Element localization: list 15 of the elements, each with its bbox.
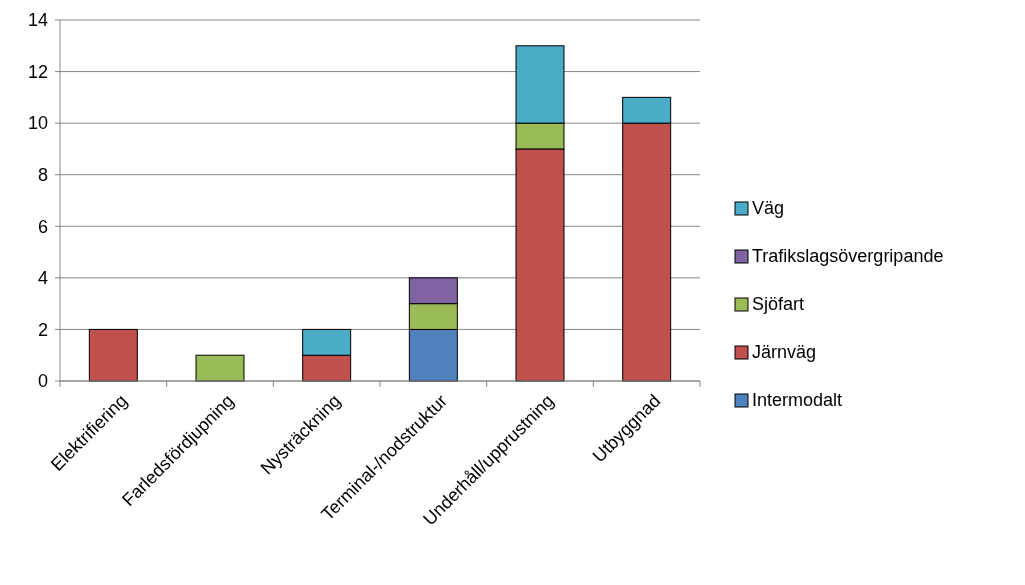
bar bbox=[195, 354, 245, 382]
legend-label: Väg bbox=[752, 198, 785, 219]
y-tick-label: 0 bbox=[37, 371, 48, 392]
y-tick-label: 12 bbox=[27, 61, 48, 82]
y-tick-label: 6 bbox=[37, 216, 48, 237]
y-tick-label: 10 bbox=[27, 113, 48, 134]
legend-label: Sjöfart bbox=[752, 294, 805, 315]
bar bbox=[88, 328, 138, 382]
y-tick-label: 4 bbox=[37, 268, 48, 289]
y-tick-label: 2 bbox=[37, 319, 48, 340]
legend-label: Järnväg bbox=[752, 342, 817, 363]
y-tick-label: 14 bbox=[27, 10, 48, 31]
y-tick-label: 8 bbox=[37, 165, 48, 186]
legend-label: Trafikslagsövergripande bbox=[752, 246, 944, 267]
legend-label: Intermodalt bbox=[752, 390, 843, 411]
